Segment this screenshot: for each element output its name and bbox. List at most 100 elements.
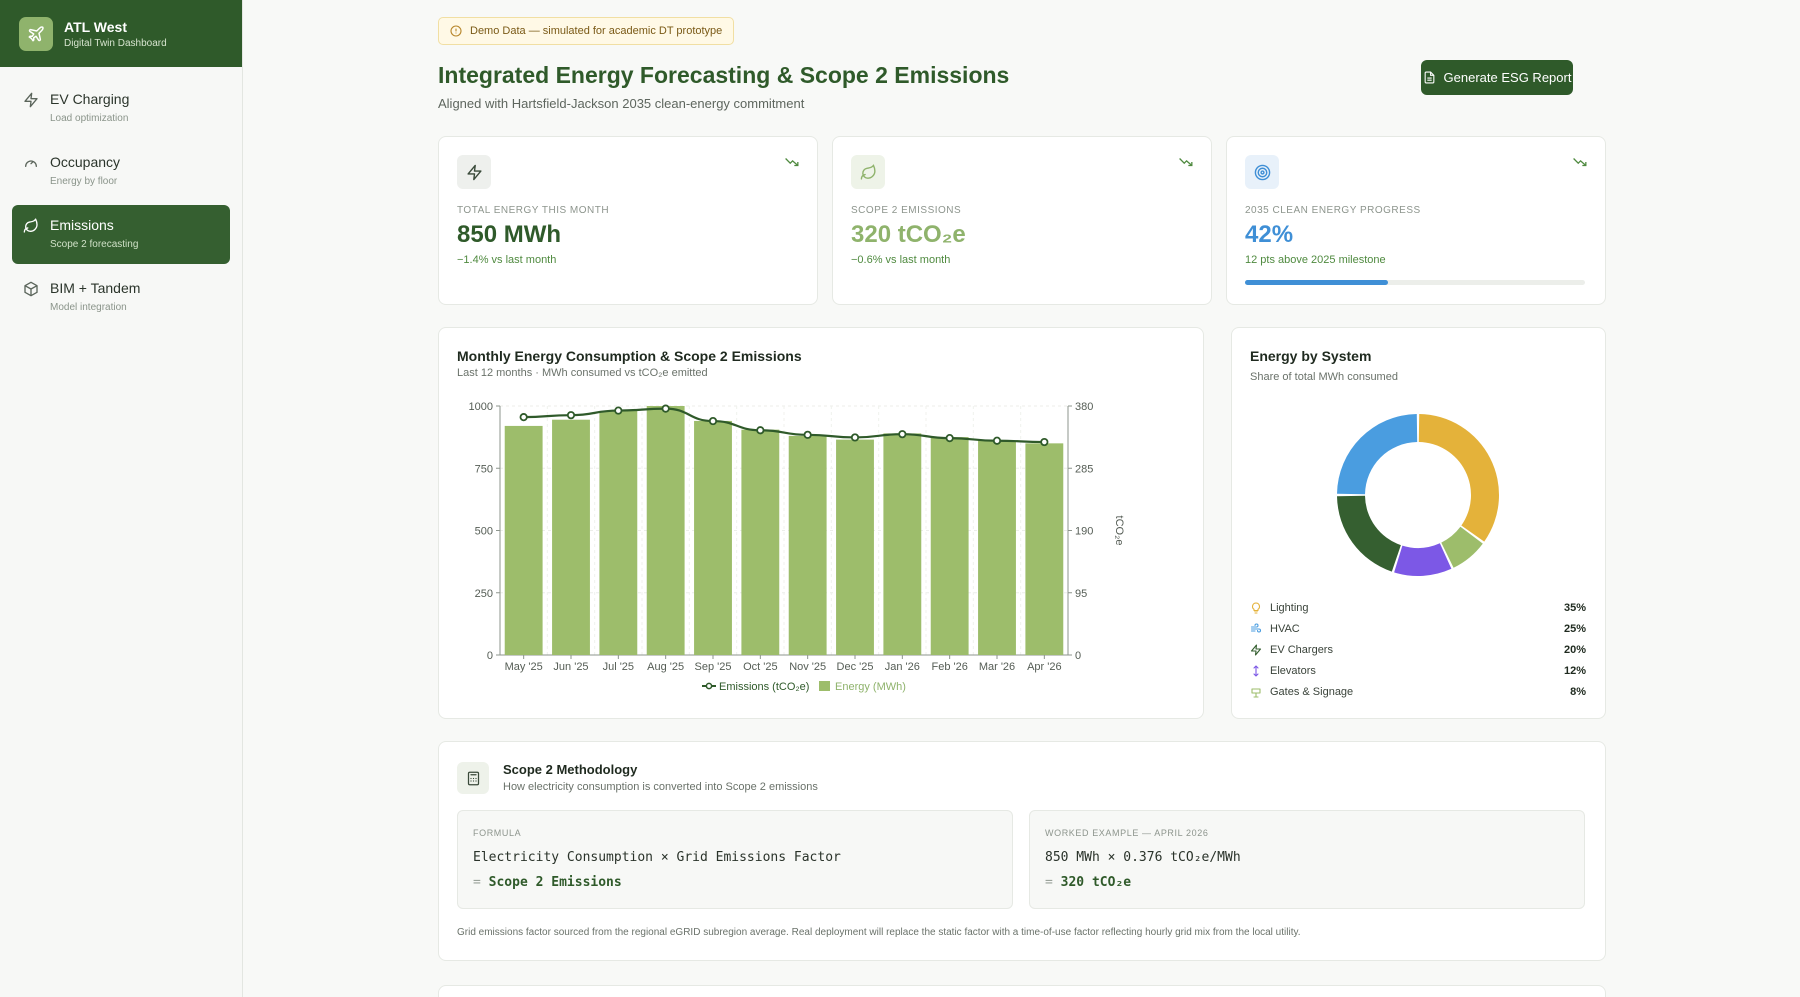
- bolt-icon: [1250, 644, 1262, 656]
- legend-percent: 20%: [1563, 644, 1586, 656]
- energy-bar: [978, 440, 1016, 655]
- legend-label: Elevators: [1270, 665, 1316, 677]
- x-tick-label: Dec '25: [837, 661, 874, 673]
- leaf-icon: [23, 218, 38, 233]
- formula-expression: Electricity Consumption × Grid Emissions…: [473, 850, 841, 865]
- x-tick-label: Aug '25: [647, 661, 684, 673]
- energy-bar: [504, 425, 543, 655]
- plane-icon: [19, 16, 53, 51]
- kpi-delta: −0.6% vs last month: [851, 254, 951, 266]
- brand-title: ATL West: [64, 18, 128, 35]
- y-tick-label-right: 95: [1075, 588, 1087, 600]
- next-card: [438, 985, 1606, 997]
- sidebar-item-bim-tandem[interactable]: BIM + Tandem Model integration: [12, 268, 230, 327]
- donut-title: Energy by System: [1250, 348, 1372, 364]
- trending-down-icon: [1179, 158, 1193, 167]
- y-tick-label-left: 750: [475, 463, 493, 475]
- formula-equals: =: [473, 875, 481, 890]
- legend-energy-swatch: [819, 681, 830, 691]
- chart-title: Monthly Energy Consumption & Scope 2 Emi…: [457, 348, 802, 364]
- progress-bar-fill: [1245, 280, 1388, 285]
- emissions-point: [945, 434, 954, 443]
- methodology-title: Scope 2 Methodology: [503, 762, 638, 777]
- kpi-card-scope2: SCOPE 2 EMISSIONS 320 tCO₂e −0.6% vs las…: [832, 136, 1212, 305]
- legend-item-gates-signage: Gates & Signage 8%: [1250, 686, 1586, 698]
- x-tick-label: Oct '25: [743, 661, 778, 673]
- kpi-value: 42%: [1245, 221, 1294, 248]
- lightbulb-icon: [1252, 602, 1260, 614]
- bolt-icon: [24, 92, 38, 108]
- sidebar: ATL West Digital Twin Dashboard EV Charg…: [0, 0, 243, 997]
- x-tick-label: Sep '25: [695, 661, 732, 673]
- kpi-card-total-energy: TOTAL ENERGY THIS MONTH 850 MWh −1.4% vs…: [438, 136, 818, 305]
- legend-emissions-marker: [705, 682, 713, 690]
- sidebar-item-label: Occupancy: [50, 154, 121, 170]
- x-tick-label: Nov '25: [789, 661, 826, 673]
- legend-label: HVAC: [1270, 623, 1300, 635]
- energy-bar: [836, 439, 874, 655]
- kpi-label: 2035 CLEAN ENERGY PROGRESS: [1245, 205, 1421, 216]
- kpi-delta: 12 pts above 2025 milestone: [1245, 254, 1386, 266]
- chart-subtitle: Last 12 months · MWh consumed vs tCO₂e e…: [457, 367, 708, 379]
- generate-esg-report-button[interactable]: Generate ESG Report: [1421, 60, 1573, 95]
- x-tick-label: Apr '26: [1027, 661, 1062, 673]
- donut-slice-elevators: [1394, 543, 1452, 576]
- arrows-up-down-icon: [1253, 665, 1259, 677]
- sidebar-item-sublabel: Model integration: [50, 302, 127, 313]
- energy-bar: [883, 433, 922, 655]
- legend-percent: 35%: [1563, 602, 1586, 614]
- donut-slice-lighting: [1418, 414, 1499, 542]
- y-tick-label-left: 0: [487, 650, 493, 662]
- x-tick-label: May '25: [505, 661, 543, 673]
- leaf-icon: [851, 155, 885, 189]
- example-result: 320 tCO₂e: [1060, 875, 1132, 890]
- methodology-subtitle: How electricity consumption is converted…: [503, 781, 818, 793]
- progress-bar: [1245, 280, 1585, 285]
- kpi-delta: −1.4% vs last month: [457, 254, 557, 266]
- trending-down-icon: [785, 158, 799, 167]
- sidebar-item-sublabel: Energy by floor: [50, 176, 118, 187]
- y-tick-label-left: 1000: [469, 401, 493, 413]
- signage-icon: [1251, 688, 1261, 698]
- page-subtitle: Aligned with Hartsfield-Jackson 2035 cle…: [438, 96, 805, 111]
- sidebar-item-emissions[interactable]: Emissions Scope 2 forecasting: [12, 205, 230, 264]
- emissions-point: [756, 426, 765, 435]
- sidebar-item-ev-charging[interactable]: EV Charging Load optimization: [12, 79, 230, 138]
- legend-item-hvac: HVAC 25%: [1250, 623, 1586, 635]
- brand-header[interactable]: ATL West Digital Twin Dashboard: [0, 0, 242, 67]
- worked-example-box: WORKED EXAMPLE — APRIL 2026 850 MWh × 0.…: [1029, 810, 1585, 909]
- document-icon: [1424, 71, 1434, 84]
- esg-button-label: Generate ESG Report: [1443, 70, 1572, 85]
- emissions-point: [850, 433, 860, 442]
- legend-item-elevators: Elevators 12%: [1250, 665, 1586, 677]
- sidebar-item-label: BIM + Tandem: [50, 280, 141, 296]
- y-tick-label-right: 190: [1075, 526, 1093, 538]
- energy-bar: [788, 435, 827, 655]
- emissions-line: [523, 407, 1045, 444]
- kpi-card-clean-energy: 2035 CLEAN ENERGY PROGRESS 42% 12 pts ab…: [1226, 136, 1606, 305]
- brand-subtitle: Digital Twin Dashboard: [64, 37, 167, 49]
- legend-percent: 8%: [1570, 686, 1586, 698]
- donut-slice-ev-chargers: [1337, 495, 1401, 572]
- x-tick-label: Feb '26: [931, 661, 967, 673]
- y-tick-label-right: 285: [1075, 463, 1093, 475]
- y-tick-label-left: 250: [475, 588, 493, 600]
- energy-bar: [930, 437, 969, 655]
- legend-percent: 12%: [1563, 665, 1586, 677]
- emissions-point: [898, 430, 907, 439]
- sidebar-item-label: EV Charging: [50, 91, 130, 107]
- energy-by-system-donut: [1337, 414, 1499, 576]
- legend-label: Gates & Signage: [1270, 686, 1354, 698]
- emissions-point: [708, 416, 718, 426]
- legend-item-lighting: Lighting 35%: [1250, 602, 1586, 614]
- sidebar-item-occupancy[interactable]: Occupancy Energy by floor: [12, 142, 230, 201]
- donut-subtitle: Share of total MWh consumed: [1250, 371, 1398, 383]
- energy-bar: [741, 429, 780, 655]
- demo-badge-text: Demo Data — simulated for academic DT pr…: [470, 25, 723, 37]
- legend-emissions-label: Emissions (tCO₂e): [719, 681, 809, 693]
- energy-bar: [694, 420, 732, 655]
- donut-slice-hvac: [1337, 414, 1418, 495]
- demo-data-badge: Demo Data — simulated for academic DT pr…: [438, 17, 735, 45]
- energy-emissions-chart-card: Monthly Energy Consumption & Scope 2 Emi…: [438, 327, 1204, 719]
- x-tick-label: Jul '25: [603, 661, 634, 673]
